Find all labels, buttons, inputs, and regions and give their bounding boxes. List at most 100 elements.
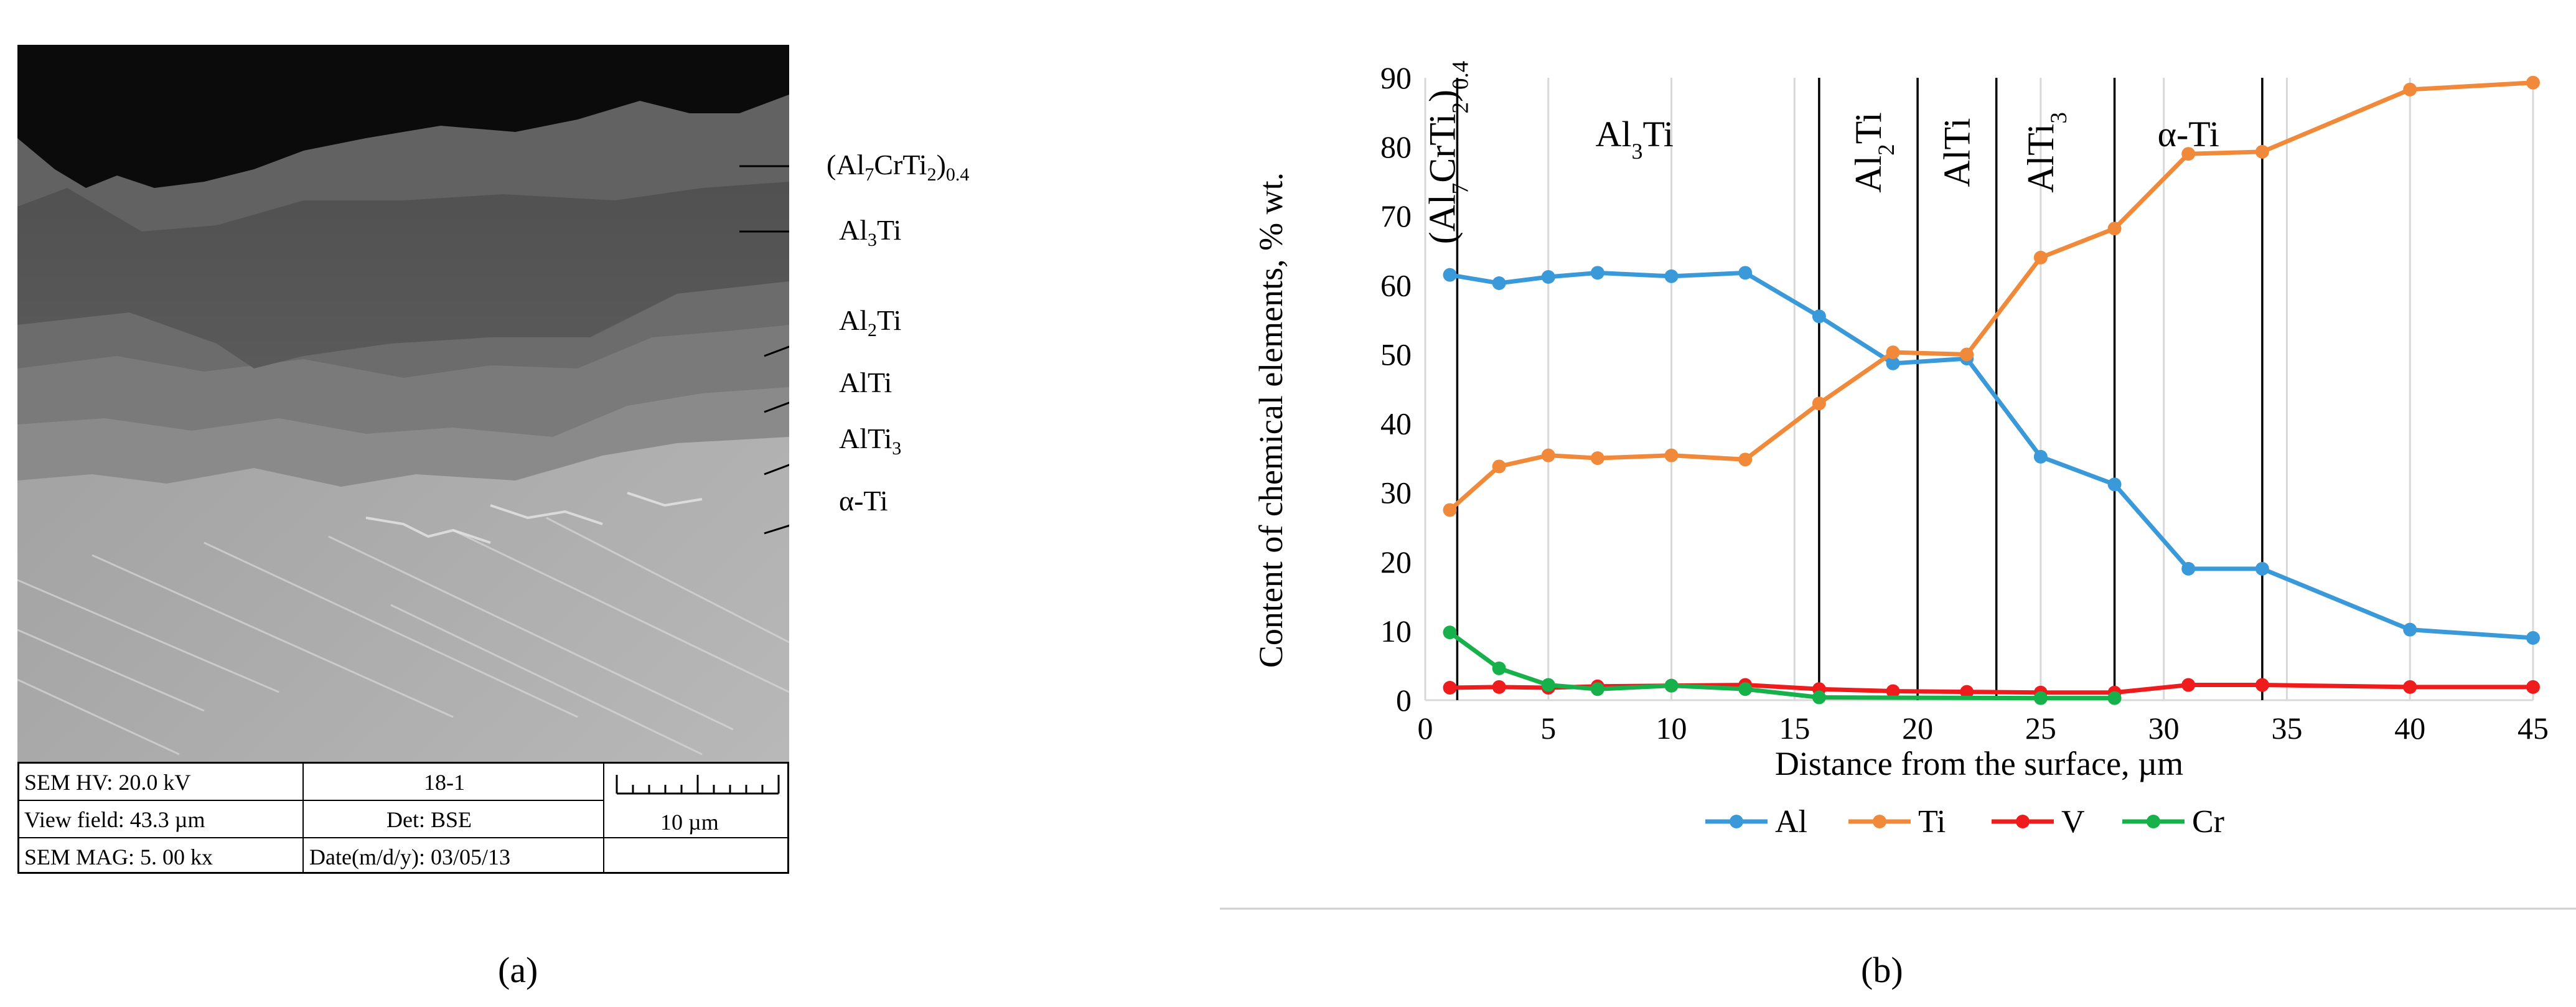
chart: 0 5 10 15 20 25 30 35 40 45 0 10 20 30 40 50 60 70 80 90 Dis… xyxy=(1220,0,2576,921)
info-view-field: View field: 43.3 µm xyxy=(24,808,205,831)
legend-label-cr: Cr xyxy=(2192,804,2224,840)
data-point-ti xyxy=(2181,147,2195,161)
y-tick-label: 10 xyxy=(1380,614,1412,649)
x-tick-label: 40 xyxy=(2394,711,2425,746)
y-tick-label: 50 xyxy=(1380,337,1412,372)
legend-marker-v xyxy=(2016,815,2030,828)
data-point-al xyxy=(1542,270,1555,284)
table-divider xyxy=(302,764,304,872)
x-tick-label: 0 xyxy=(1418,711,1433,746)
x-tick-label: 45 xyxy=(2517,711,2549,746)
data-point-al xyxy=(1591,266,1604,279)
phase-arrows xyxy=(17,45,789,874)
y-axis-title: Content of chemical elements, % wt. xyxy=(1252,172,1290,668)
x-tick-label: 5 xyxy=(1540,711,1556,746)
y-tick-label: 20 xyxy=(1380,545,1412,579)
data-point-al xyxy=(2255,562,2269,576)
sem-panel: (Al7CrTi2)0.4 Al3Ti Al2Ti AlTi AlTi3 α-T… xyxy=(17,45,789,874)
data-point-ti xyxy=(2255,145,2269,159)
info-detector: Det: BSE xyxy=(386,808,472,831)
legend-marker-al xyxy=(1730,815,1743,828)
data-point-al xyxy=(2108,477,2122,491)
data-point-ti xyxy=(2526,76,2540,90)
data-point-v xyxy=(2181,678,2195,692)
legend-label-v: V xyxy=(2061,804,2085,840)
data-point-ti xyxy=(2034,251,2048,265)
scale-bar-label: 10 µm xyxy=(660,811,719,833)
info-sample: 18-1 xyxy=(424,771,465,794)
data-point-v xyxy=(2403,680,2417,694)
data-point-v xyxy=(2255,678,2269,692)
legend-label-ti: Ti xyxy=(1918,804,1946,840)
legend-label-al: Al xyxy=(1775,804,1807,840)
data-point-al xyxy=(1443,268,1457,282)
legend-marker-cr xyxy=(2147,815,2160,828)
y-tick-label: 80 xyxy=(1380,129,1412,164)
x-tick-label: 30 xyxy=(2148,711,2180,746)
table-divider xyxy=(19,800,603,801)
arrow-alpha-ti xyxy=(764,518,789,533)
x-tick-label: 15 xyxy=(1779,711,1810,746)
data-point-cr xyxy=(2108,691,2122,705)
caption-a: (a) xyxy=(498,952,538,988)
data-point-v xyxy=(2526,680,2540,694)
chart-panel: 0 5 10 15 20 25 30 35 40 45 0 10 20 30 40 50 60 70 80 90 Dis… xyxy=(1220,0,2576,921)
data-point-cr xyxy=(1591,682,1604,696)
x-tick-label: 20 xyxy=(1902,711,1933,746)
arrow-al2ti xyxy=(764,337,789,356)
arrow-alti3 xyxy=(764,456,789,474)
data-point-al xyxy=(1492,276,1506,290)
data-point-ti xyxy=(1738,452,1752,466)
data-point-ti xyxy=(1812,396,1826,410)
label-al3ti: Al3Ti xyxy=(839,216,901,250)
label-alpha-ti: α-Ti xyxy=(839,487,888,515)
info-mag: SEM MAG: 5. 00 kx xyxy=(24,846,213,868)
data-point-ti xyxy=(1591,451,1604,465)
data-point-cr xyxy=(1738,682,1752,696)
data-point-cr xyxy=(1812,691,1826,705)
x-tick-label: 35 xyxy=(2271,711,2302,746)
data-point-ti xyxy=(1542,449,1555,462)
label-alti3: AlTi3 xyxy=(839,424,901,458)
data-point-cr xyxy=(1443,625,1457,639)
label-coating: (Al7CrTi2)0.4 xyxy=(827,151,969,184)
table-divider xyxy=(603,764,604,872)
legend-marker-ti xyxy=(1873,815,1886,828)
x-tick-label: 25 xyxy=(2025,711,2056,746)
data-point-al xyxy=(2034,450,2048,464)
label-al2ti: Al2Ti xyxy=(839,306,901,340)
data-point-ti xyxy=(2403,83,2417,96)
data-point-cr xyxy=(1665,679,1679,693)
series-line-al xyxy=(1450,273,2533,638)
data-point-ti xyxy=(1960,347,1974,361)
data-point-ti xyxy=(1665,449,1679,462)
table-divider xyxy=(19,837,787,838)
data-point-ti xyxy=(1492,459,1506,473)
phase-region-label: (Al7CrTi2)0.4 xyxy=(1422,61,1474,244)
arrow-alti xyxy=(764,393,789,412)
scale-bar-icon xyxy=(611,770,785,797)
x-tick-label: 10 xyxy=(1656,711,1687,746)
phase-region-label: Al2Ti xyxy=(1848,112,1899,193)
info-hv: SEM HV: 20.0 kV xyxy=(24,771,190,794)
caption-b: (b) xyxy=(1861,952,1903,988)
y-tick-label: 0 xyxy=(1396,683,1412,718)
x-axis-title: Distance from the surface, µm xyxy=(1775,745,2183,782)
data-point-al xyxy=(1665,269,1679,283)
data-point-v xyxy=(1492,680,1506,694)
data-point-ti xyxy=(1443,503,1457,517)
data-point-cr xyxy=(1542,678,1555,692)
label-alti: AlTi xyxy=(839,368,892,397)
data-point-al xyxy=(2526,631,2540,645)
phase-region-label: Al3Ti xyxy=(1595,114,1674,164)
data-point-al xyxy=(1812,309,1826,323)
data-point-al xyxy=(2181,562,2195,576)
info-date: Date(m/d/y): 03/05/13 xyxy=(309,846,510,868)
y-tick-label: 70 xyxy=(1380,199,1412,233)
data-point-ti xyxy=(2108,222,2122,235)
data-point-v xyxy=(1443,681,1457,695)
y-tick-label: 30 xyxy=(1380,475,1412,510)
data-point-cr xyxy=(1492,662,1506,675)
y-tick-label: 40 xyxy=(1380,406,1412,441)
data-point-ti xyxy=(1886,345,1900,359)
